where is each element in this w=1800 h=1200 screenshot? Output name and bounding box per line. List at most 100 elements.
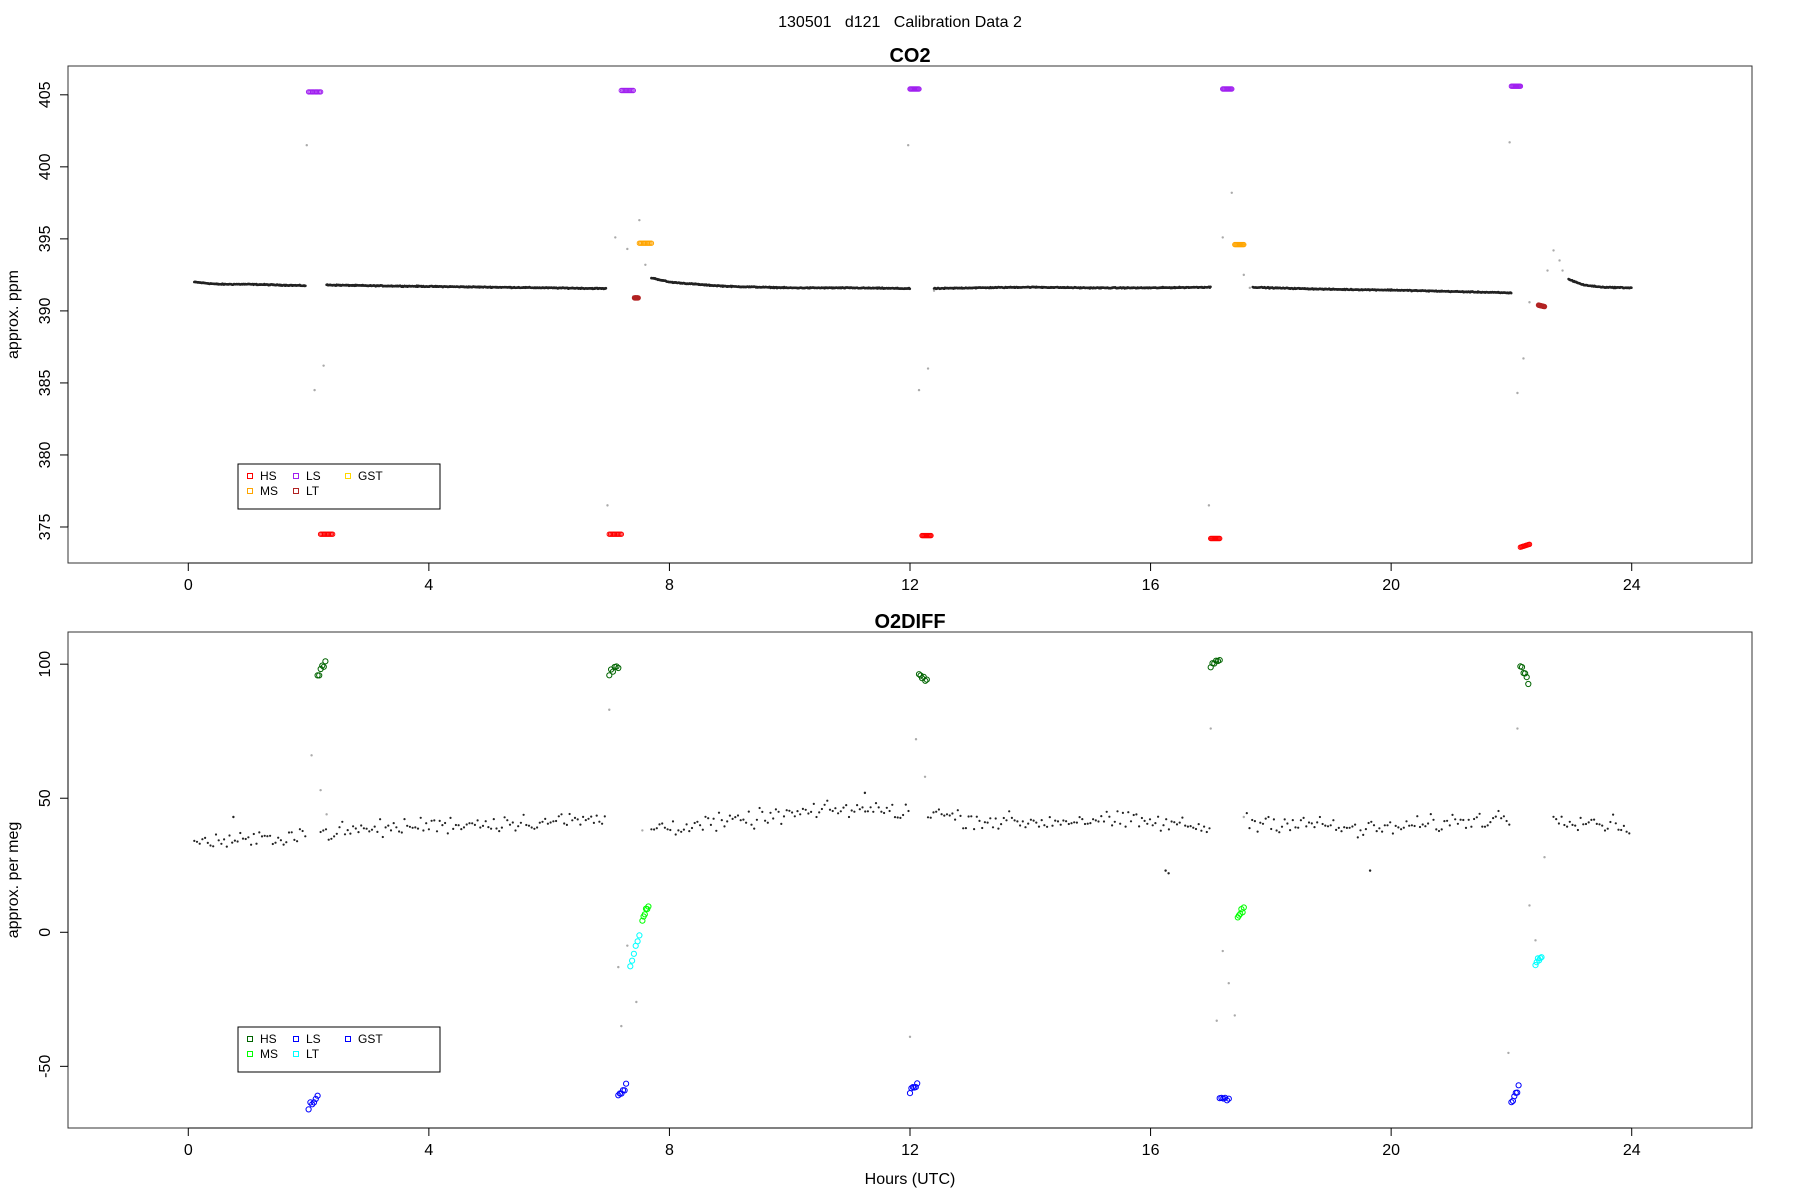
transition-points: [305, 141, 1564, 507]
y-tick-label: -50: [37, 1055, 54, 1078]
data-point: [195, 840, 199, 843]
data-point: [1040, 819, 1043, 822]
transition-point: [1561, 269, 1564, 272]
data-point: [1278, 831, 1281, 834]
data-point: [346, 829, 349, 832]
data-point: [544, 817, 547, 821]
data-point: [769, 811, 772, 814]
data-point: [1032, 819, 1035, 822]
data-point: [874, 802, 878, 805]
data-point: [907, 809, 910, 813]
data-point: [427, 828, 430, 831]
data-point: [1601, 824, 1604, 827]
legend-marker: [293, 488, 299, 494]
data-point: [962, 827, 965, 830]
legend-box: [237, 463, 441, 510]
calibration-point-gst: [1514, 1089, 1521, 1096]
data-point: [888, 809, 891, 813]
calibration-point-hs: [319, 662, 326, 669]
data-point: [723, 825, 726, 828]
data-point: [699, 824, 702, 827]
data-point: [926, 816, 930, 819]
data-point: [1582, 823, 1585, 826]
data-point: [250, 843, 253, 846]
data-point: [1410, 824, 1413, 827]
data-point: [335, 832, 338, 835]
x-tick-label: 20: [1382, 577, 1400, 594]
calibration-point-ls: [916, 86, 922, 92]
data-point: [1062, 819, 1065, 822]
data-point: [845, 804, 848, 807]
data-point: [1259, 821, 1262, 824]
data-point: [1394, 824, 1397, 828]
data-point: [690, 826, 694, 830]
transition-point: [917, 388, 921, 392]
calibration-point-gst: [1511, 1093, 1518, 1100]
calibration-point-gst: [618, 1090, 625, 1097]
data-point: [319, 830, 322, 834]
x-axis-label: Hours (UTC): [865, 1171, 956, 1188]
data-point: [940, 813, 943, 816]
data-point: [1181, 816, 1184, 819]
transition-point: [1528, 904, 1531, 907]
data-point: [758, 806, 761, 810]
data-point: [978, 819, 981, 823]
calibration-point-ms: [641, 911, 648, 918]
data-point: [1486, 824, 1489, 827]
data-point: [1138, 825, 1141, 828]
data-point: [981, 826, 984, 830]
data-point: [1381, 830, 1384, 833]
calibration-clusters: [305, 83, 1548, 550]
y-tick-label: 50: [37, 789, 54, 807]
data-point: [831, 809, 834, 813]
calibration-point-ms: [639, 917, 646, 924]
data-point: [481, 824, 485, 828]
data-point: [1021, 820, 1024, 823]
transition-point: [626, 944, 629, 947]
data-point: [772, 817, 775, 820]
data-point: [387, 824, 390, 827]
data-point: [352, 825, 355, 828]
data-point: [465, 823, 468, 826]
y-tick-label: 100: [37, 651, 54, 678]
data-point: [1351, 825, 1354, 828]
x-tick-label: 4: [424, 1142, 433, 1159]
data-point: [685, 823, 688, 826]
data-point: [1186, 825, 1189, 828]
calibration-point-gst: [906, 1090, 914, 1097]
data-point: [476, 819, 479, 822]
outlier-point: [232, 815, 235, 819]
data-point: [780, 822, 783, 826]
transition-point: [914, 738, 918, 741]
data-point: [715, 829, 718, 832]
data-point: [994, 817, 997, 820]
data-point: [296, 840, 299, 843]
transition-point: [1543, 856, 1546, 859]
data-point: [861, 806, 864, 809]
data-point: [201, 838, 204, 841]
data-point: [357, 831, 360, 834]
data-point: [223, 838, 226, 841]
data-point: [433, 819, 436, 822]
baseline-series: [193, 791, 1631, 875]
data-point: [595, 814, 598, 817]
data-point: [1362, 833, 1365, 837]
calibration-point-gst: [908, 1085, 915, 1092]
data-point: [951, 812, 954, 815]
data-point: [479, 826, 482, 829]
calibration-point-hs: [606, 672, 613, 679]
data-point: [468, 822, 471, 825]
transition-point: [1242, 815, 1245, 819]
data-point: [592, 821, 596, 825]
calibration-point-hs: [329, 531, 336, 537]
data-point: [850, 809, 853, 812]
data-point: [693, 821, 696, 825]
data-point: [1560, 815, 1563, 818]
data-point: [1108, 815, 1111, 818]
data-point: [438, 819, 441, 823]
transition-point: [310, 754, 313, 757]
calibration-point-gst: [314, 1092, 321, 1099]
data-point: [244, 837, 247, 841]
data-point: [1000, 823, 1003, 826]
data-point: [1448, 824, 1451, 827]
